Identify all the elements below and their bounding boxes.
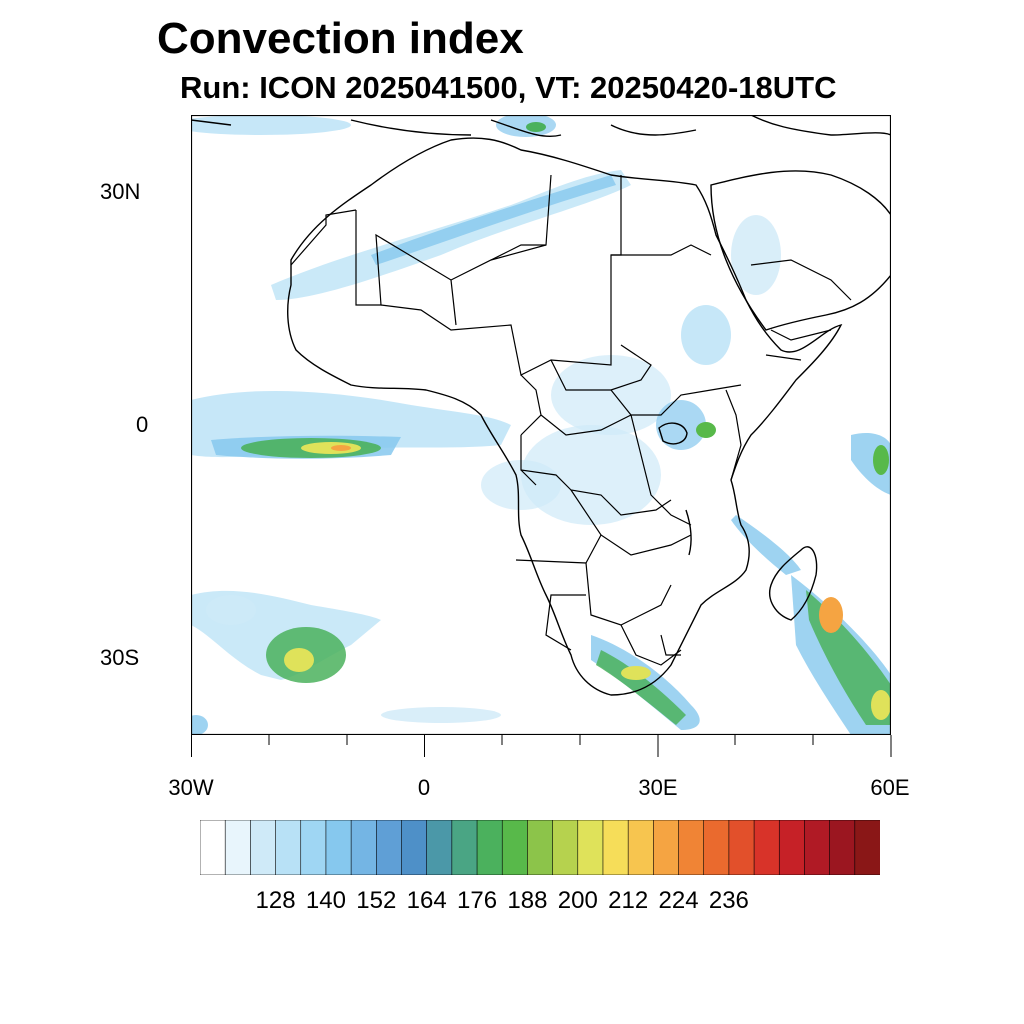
colorbar-label: 188 [507, 887, 548, 914]
colorbar-swatch [350, 820, 377, 875]
colorbar-swatch [476, 820, 503, 875]
colorbar-swatch [854, 820, 880, 875]
colorbar-swatch [602, 820, 629, 875]
colorbar [200, 820, 880, 875]
colorbar-swatch [250, 820, 277, 875]
colorbar-swatch [804, 820, 831, 875]
colorbar-swatch [300, 820, 327, 875]
y-tick-label-30s: 30S [100, 645, 140, 670]
colorbar-label: 128 [255, 887, 296, 914]
colorbar-swatch [376, 820, 403, 875]
colorbar-swatch [778, 820, 806, 875]
map-subtitle: Run: ICON 2025041500, VT: 20250420-18UTC [180, 70, 837, 105]
colorbar-swatch [426, 820, 453, 875]
y-tick-label-30n: 30N [100, 179, 141, 204]
colorbar-swatch [829, 820, 856, 875]
colorbar-label: 236 [708, 887, 749, 914]
x-tick-label-0: 0 [417, 775, 431, 800]
colorbar-swatch [627, 820, 654, 875]
colorbar-swatch [703, 820, 730, 875]
colorbar-swatch [275, 820, 302, 875]
colorbar-swatch [653, 820, 680, 875]
colorbar-swatch [527, 820, 554, 875]
y-tick-label-0: 0 [136, 412, 149, 437]
colorbar-label: 164 [406, 887, 447, 914]
convection-field [191, 115, 891, 735]
x-axis-ticks [191, 735, 892, 757]
colorbar-swatch [200, 820, 226, 875]
colorbar-label: 200 [557, 887, 598, 914]
x-tick-label-30w: 30W [168, 775, 214, 800]
colorbar-swatch [678, 820, 705, 875]
colorbar-swatch [728, 820, 755, 875]
colorbar-swatch [753, 820, 780, 875]
colorbar-label: 176 [457, 887, 498, 914]
colorbar-swatch [577, 820, 604, 875]
x-tick-label-60e: 60E [870, 775, 910, 800]
colorbar-label: 140 [305, 887, 346, 914]
map-canvas [191, 115, 891, 735]
coastlines [191, 115, 891, 696]
map-border [191, 115, 891, 735]
colorbar-label: 212 [608, 887, 649, 914]
colorbar-label: 152 [356, 887, 397, 914]
colorbar-swatch [451, 820, 478, 875]
colorbar-swatch [325, 820, 352, 875]
colorbar-swatch [552, 820, 579, 875]
colorbar-swatch [224, 820, 251, 875]
colorbar-label: 224 [658, 887, 699, 914]
map-panel [191, 115, 891, 735]
country-borders [290, 174, 852, 666]
colorbar-swatch [401, 820, 428, 875]
map-title: Convection index [157, 14, 524, 63]
colorbar-swatch [501, 820, 529, 875]
x-tick-label-30e: 30E [638, 775, 678, 800]
